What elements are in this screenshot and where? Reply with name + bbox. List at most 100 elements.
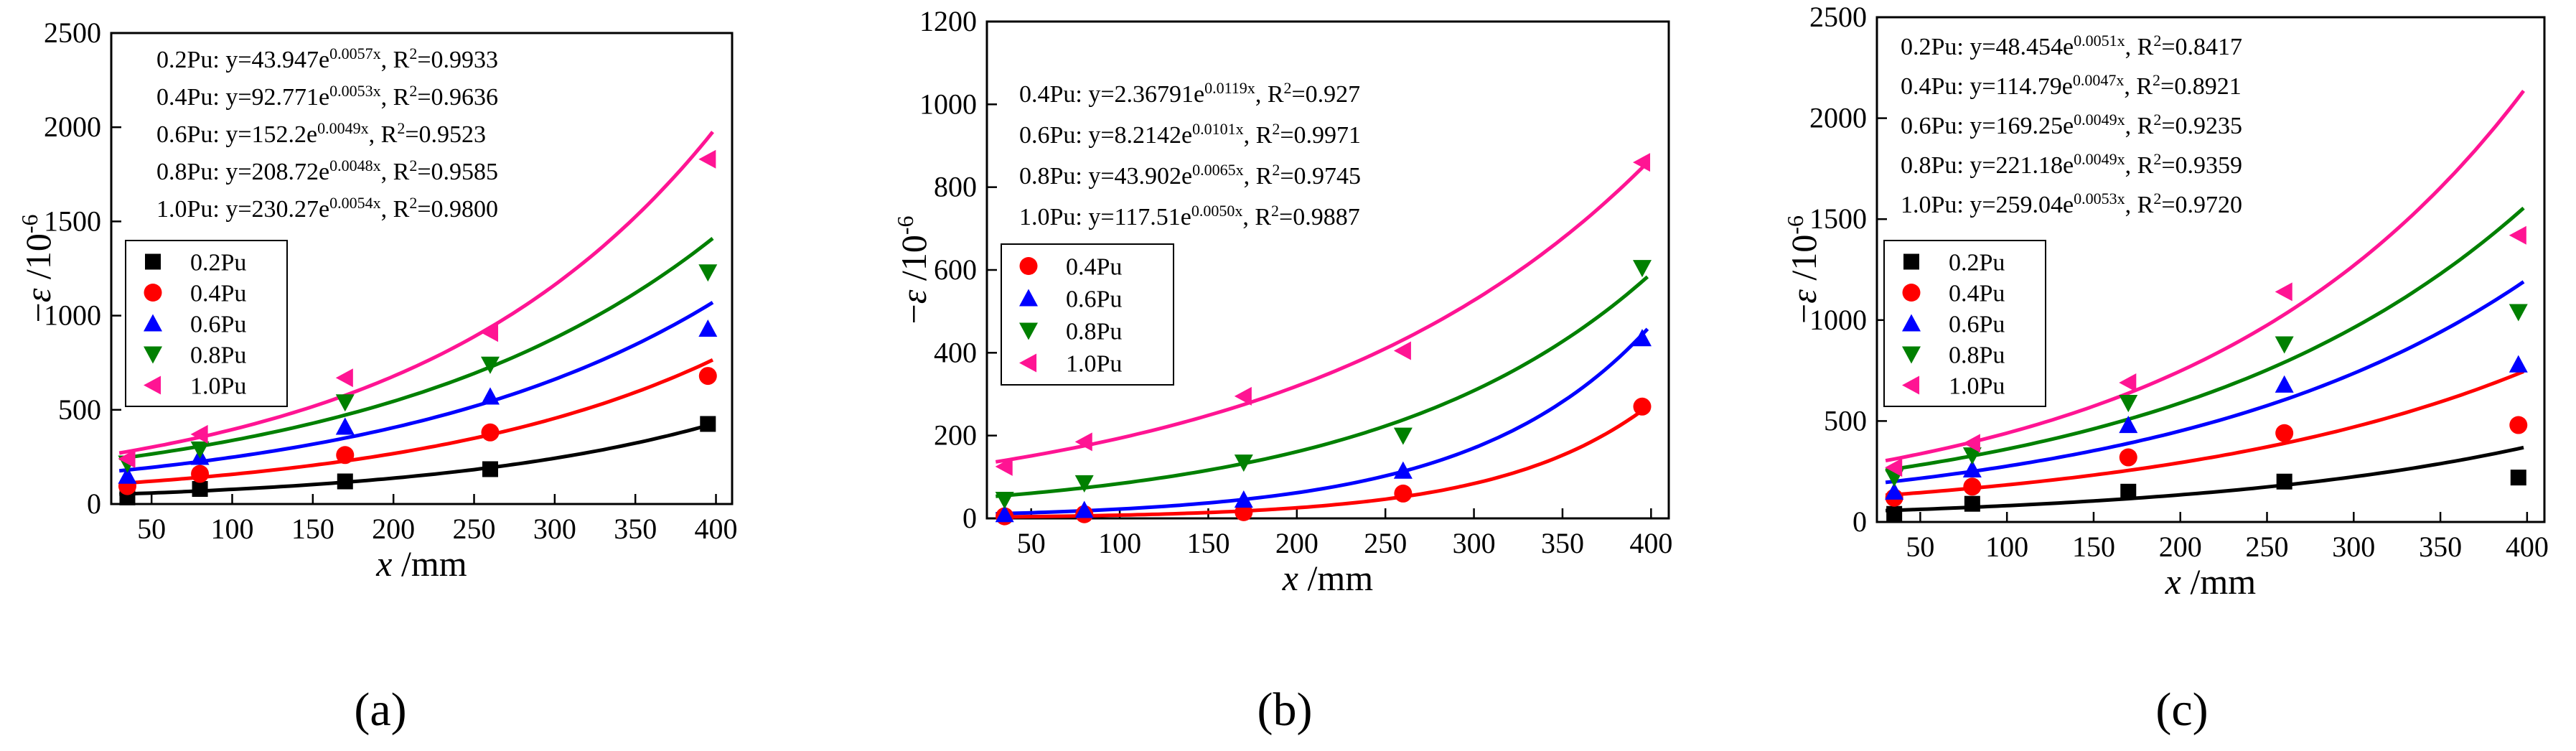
y-tick-label: 1500: [44, 205, 101, 237]
legend-label: 0.2Pu: [190, 250, 246, 276]
equation-r: , R: [381, 47, 410, 73]
y-tick-label: 1000: [44, 299, 101, 332]
x-axis-title: x /mm: [1282, 558, 1373, 598]
equation-base: 0.4Pu: y=92.771e: [156, 84, 329, 111]
x-tick-label: 350: [2419, 531, 2462, 563]
fit-equation: 0.2Pu: y=43.947e0.0057x, R2=0.9933: [156, 45, 498, 74]
y-axis-variable: ε: [1784, 289, 1824, 304]
y-tick-label: 500: [58, 393, 101, 426]
legend-marker-1-0Pu: [1019, 353, 1037, 373]
equation-r-squared-exp: 2: [409, 82, 417, 100]
x-axis-unit: /mm: [2181, 561, 2256, 602]
data-point-0-2Pu: [482, 461, 498, 477]
equation-r2-value: =0.9359: [2161, 152, 2242, 179]
x-tick-label: 100: [211, 513, 254, 545]
x-tick-label: 50: [1906, 531, 1934, 563]
data-point-0-4Pu: [2509, 416, 2528, 434]
equation-r-squared-exp: 2: [1272, 120, 1280, 138]
x-tick-label: 400: [1629, 527, 1672, 559]
legend-marker-0-8Pu: [1902, 346, 1921, 364]
equation-r-squared-exp: 2: [2153, 190, 2161, 207]
legend-marker-0-6Pu: [1902, 314, 1921, 332]
data-point-0-2Pu: [2120, 483, 2137, 500]
equation-exponent: 0.0047x: [2073, 71, 2125, 89]
x-axis-title: x /mm: [2165, 561, 2256, 602]
legend-label: 1.0Pu: [1949, 373, 2005, 400]
equation-r: , R: [1255, 81, 1284, 108]
equation-r: , R: [381, 196, 410, 223]
fit-curve-0-4Pu: [1885, 370, 2524, 498]
y-tick-label: 0: [1853, 505, 1867, 538]
data-point-1-0Pu: [1962, 434, 1980, 453]
data-point-0-4Pu: [191, 465, 210, 483]
data-point-1-0Pu: [1074, 432, 1092, 452]
x-tick-label: 150: [291, 513, 334, 545]
data-point-0-4Pu: [1633, 397, 1652, 416]
legend-label: 0.8Pu: [1949, 342, 2005, 369]
equation-r-squared-exp: 2: [1284, 79, 1292, 97]
fit-equation: 0.8Pu: y=43.902e0.0065x, R2=0.9745: [1019, 161, 1361, 190]
legend: 0.2Pu 0.4Pu 0.6Pu 0.8Pu 1.0Pu: [1883, 240, 2046, 407]
data-point-1-0Pu: [698, 149, 716, 169]
equation-r-squared-exp: 2: [1272, 161, 1280, 179]
y-tick-label: 1500: [1809, 202, 1867, 235]
y-tick-label: 1000: [1809, 304, 1867, 336]
x-tick-label: 400: [695, 513, 738, 545]
data-point-0-4Pu: [698, 367, 717, 386]
chart-panel-3: 50 100 150 200 250 300 350 400 0 500 1000 1500 2000 2…: [1782, 1, 2549, 736]
legend-marker-0-8Pu: [1019, 322, 1038, 340]
equation-base: 0.2Pu: y=48.454e: [1901, 34, 2074, 60]
equation-r-squared-exp: 2: [2153, 111, 2161, 129]
fit-equation: 0.8Pu: y=208.72e0.0048x, R2=0.9585: [156, 157, 498, 186]
legend-label: 0.4Pu: [1949, 281, 2005, 307]
data-point-0-8Pu: [1234, 454, 1253, 472]
equation-exponent: 0.0057x: [329, 45, 381, 62]
fit-curve-0-8Pu: [1885, 206, 2525, 472]
fit-curve-0-4Pu: [996, 405, 1649, 519]
fit-equation: 0.4Pu: y=114.79e0.0047x, R2=0.8921: [1901, 71, 2242, 101]
data-point-0-8Pu: [190, 441, 210, 459]
data-point-1-0Pu: [2275, 282, 2292, 302]
equation-r2-value: =0.927: [1292, 81, 1361, 108]
x-tick-label: 300: [533, 513, 576, 545]
x-tick-label: 400: [2506, 531, 2549, 563]
fit-equation: 0.6Pu: y=152.2e0.0049x, R2=0.9523: [156, 119, 486, 149]
equation-exponent: 0.0051x: [2074, 32, 2125, 50]
equation-r: , R: [2125, 113, 2154, 139]
data-point-0-6Pu: [1962, 460, 1982, 477]
equation-base: 0.8Pu: y=221.18e: [1901, 152, 2074, 179]
equation-r2-value: =0.8417: [2161, 34, 2242, 60]
equation-r2-value: =0.9745: [1280, 163, 1361, 190]
data-point-0-2Pu: [337, 473, 353, 490]
equation-base: 1.0Pu: y=230.27e: [156, 196, 329, 223]
x-tick-label: 150: [1186, 527, 1230, 559]
y-tick-label: 2500: [1809, 1, 1867, 33]
data-point-0-4Pu: [481, 423, 500, 442]
data-point-0-6Pu: [995, 505, 1014, 523]
fit-equation: 1.0Pu: y=259.04e0.0053x, R2=0.9720: [1901, 190, 2242, 219]
equation-exponent: 0.0119x: [1204, 79, 1255, 97]
equation-r2-value: =0.9971: [1280, 122, 1361, 149]
equation-r: , R: [1244, 122, 1273, 149]
x-axis-variable: x: [2165, 561, 2181, 602]
y-axis-prefix: −: [18, 302, 58, 322]
fit-equation: 1.0Pu: y=117.51e0.0050x, R2=0.9887: [1019, 202, 1360, 231]
y-tick-label: 600: [934, 253, 977, 286]
equation-base: 1.0Pu: y=117.51e: [1019, 204, 1191, 230]
legend-label: 0.6Pu: [1066, 286, 1122, 313]
data-point-0-8Pu: [1074, 475, 1094, 493]
y-axis-unit: /10: [1784, 235, 1824, 289]
fit-curve-1-0Pu: [995, 161, 1649, 464]
equation-r2-value: =0.9887: [1279, 204, 1360, 230]
x-tick-label: 250: [2246, 531, 2289, 563]
x-axis-title: x /mm: [375, 544, 467, 584]
equation-r2-value: =0.9523: [405, 121, 486, 148]
equation-exponent: 0.0101x: [1192, 120, 1244, 138]
equation-r2-value: =0.9585: [417, 159, 498, 185]
data-point-1-0Pu: [995, 457, 1013, 476]
equation-r: , R: [2125, 152, 2154, 179]
equation-r-squared-exp: 2: [2153, 150, 2161, 168]
data-point-0-6Pu: [1074, 500, 1094, 518]
y-axis-title: −ε /10-6: [1782, 215, 1824, 324]
y-tick-label: 1000: [919, 88, 977, 120]
